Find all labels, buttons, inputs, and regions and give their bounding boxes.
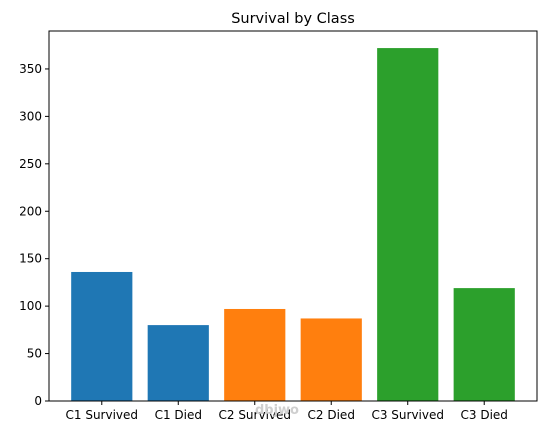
- watermark: dbjwo: [255, 403, 299, 418]
- chart-title: Survival by Class: [231, 11, 355, 27]
- bar-c1-died: [147, 325, 209, 401]
- y-tick-label: 50: [27, 347, 42, 361]
- x-tick-label: C1 Died: [155, 408, 202, 422]
- plot-frame: [48, 30, 538, 402]
- bar-c3-survived: [377, 48, 439, 401]
- bar-c2-died: [300, 318, 362, 401]
- y-tick-label: 0: [34, 394, 42, 408]
- y-tick-label: 300: [19, 109, 42, 123]
- bar-c2-survived: [224, 308, 286, 401]
- y-tick-label: 200: [19, 204, 42, 218]
- x-tick-label: C3 Survived: [371, 408, 444, 422]
- y-tick-label: 250: [19, 157, 42, 171]
- y-tick-label: 100: [19, 299, 42, 313]
- y-tick-label: 350: [19, 62, 42, 76]
- bars-layer: [71, 48, 515, 401]
- x-axis: C1 Survived C1 Died C2 Survived C2 Died C3 S…: [66, 401, 508, 422]
- x-tick-label: C3 Died: [461, 408, 508, 422]
- bar-c3-died: [453, 288, 515, 401]
- x-tick-label: C1 Survived: [66, 408, 139, 422]
- x-tick-label: C2 Died: [308, 408, 355, 422]
- x-tick-label: C2 Survived: [218, 408, 291, 422]
- y-axis: 0 50 100 150 200 250 300 350: [19, 62, 49, 408]
- y-tick-label: 150: [19, 252, 42, 266]
- bar-c1-survived: [71, 271, 133, 401]
